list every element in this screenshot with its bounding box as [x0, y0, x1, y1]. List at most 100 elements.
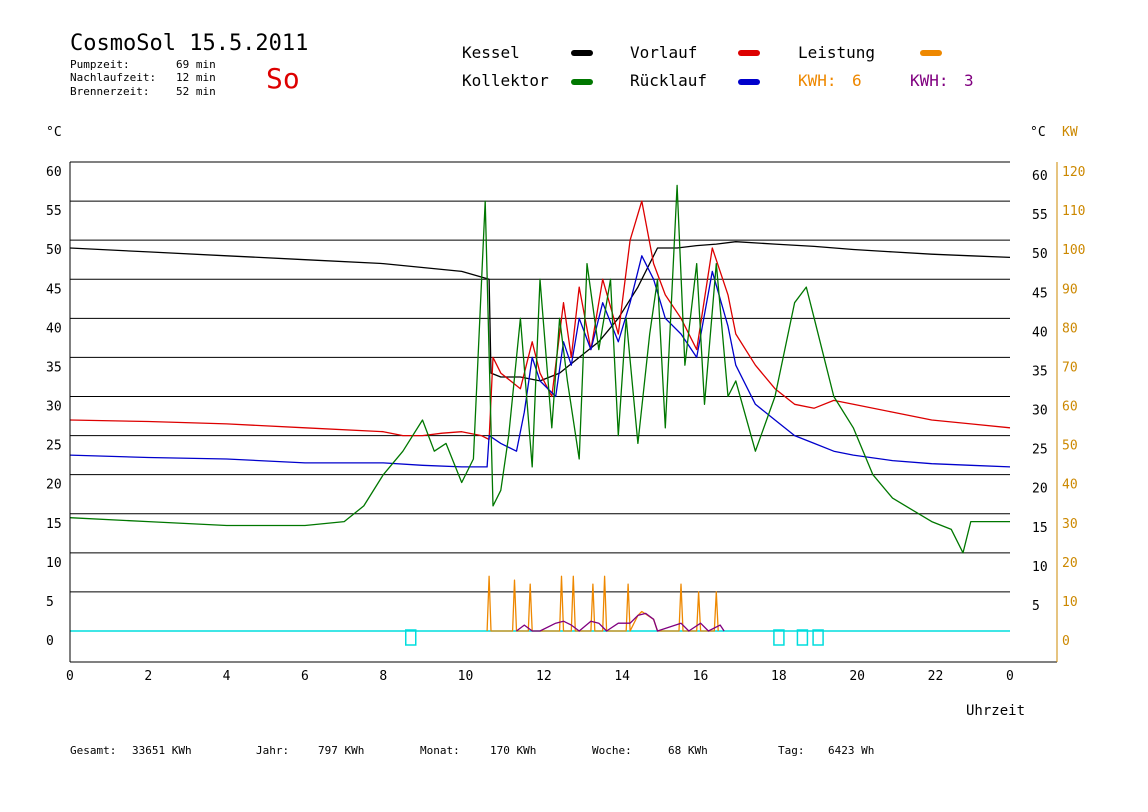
y-right-tick-label: 25: [1032, 443, 1048, 458]
kw-tick-label: 0: [1062, 634, 1070, 649]
series-kwh-line: [516, 612, 725, 632]
series-leistung-line: [486, 575, 719, 632]
footer-month-label: Monat:: [420, 744, 460, 757]
legend-kollektor-label: Kollektor: [462, 71, 549, 90]
footer-month-value: 170 KWh: [490, 744, 536, 757]
y-left-tick-label: 60: [46, 165, 62, 180]
y-left-tick-label: 10: [46, 556, 62, 571]
footer-week-label: Woche:: [592, 744, 632, 757]
footer-year-label: Jahr:: [256, 744, 289, 757]
footer-week-value: 68 KWh: [668, 744, 708, 757]
tick-layer: 0510152025303540455055605101520253035404…: [46, 165, 1085, 684]
y-left-tick-label: 5: [46, 595, 54, 610]
burner-time-value: 52 min: [176, 85, 216, 98]
kw-tick-label: 30: [1062, 517, 1078, 532]
y-left-tick-label: 35: [46, 360, 62, 375]
follow-time-value: 12 min: [176, 71, 216, 84]
x-tick-label: 2: [144, 669, 152, 684]
x-axis-label: Uhrzeit: [966, 703, 1025, 719]
x-tick-label: 18: [771, 669, 787, 684]
pump-marker: [773, 629, 785, 646]
x-tick-label: 22: [928, 669, 944, 684]
series-vorlauf-line: [69, 200, 1011, 441]
y-right-tick-label: 60: [1032, 169, 1048, 184]
x-tick-label: 10: [458, 669, 474, 684]
x-tick-label: 8: [379, 669, 387, 684]
legend-leistung-label: Leistung: [798, 43, 875, 62]
y-right-tick-label: 45: [1032, 286, 1048, 301]
legend-kwh1-label: KWH:: [798, 71, 837, 90]
series-kessel-line: [69, 241, 1011, 382]
y-right-tick-label: 35: [1032, 364, 1048, 379]
y-right-tick-label: 15: [1032, 521, 1048, 536]
kw-tick-label: 100: [1062, 243, 1085, 258]
kw-tick-label: 50: [1062, 439, 1078, 454]
legend-kwh2-value: 3: [964, 71, 974, 90]
pump-marker: [812, 629, 824, 646]
y-right-tick-label: 10: [1032, 560, 1048, 575]
kw-tick-label: 40: [1062, 478, 1078, 493]
kw-tick-label: 20: [1062, 556, 1078, 571]
legend-ruecklauf-label: Rücklauf: [630, 71, 707, 90]
legend-vorlauf-label: Vorlauf: [630, 43, 697, 62]
footer-day-value: 6423 Wh: [828, 744, 874, 757]
kw-tick-label: 70: [1062, 360, 1078, 375]
burner-time-label: Brennerzeit:: [70, 85, 149, 98]
legend-kessel-label: Kessel: [462, 43, 520, 62]
x-tick-label: 12: [536, 669, 552, 684]
legend-ruecklauf-swatch: [738, 79, 760, 85]
footer-day-label: Tag:: [778, 744, 805, 757]
y-right-tick-label: 40: [1032, 325, 1048, 340]
pump-time-value: 69 min: [176, 58, 216, 71]
y-left-tick-label: 25: [46, 439, 62, 454]
series-layer: [69, 184, 1011, 646]
pump-marker: [796, 629, 809, 646]
y-left-tick-label: 20: [46, 478, 62, 493]
y-right-tick-label: 55: [1032, 208, 1048, 223]
y-right-tick-label: 30: [1032, 404, 1048, 419]
x-tick-label: 0: [1006, 669, 1014, 684]
right-axis-unit: °C: [1030, 125, 1046, 140]
legend-vorlauf-swatch: [738, 50, 760, 56]
chart-title: CosmoSol 15.5.2011: [70, 31, 308, 56]
kw-tick-label: 110: [1062, 204, 1085, 219]
kw-tick-label: 120: [1062, 165, 1085, 180]
y-left-tick-label: 15: [46, 517, 62, 532]
x-tick-label: 0: [66, 669, 74, 684]
legend-kwh1-value: 6: [852, 71, 862, 90]
x-tick-label: 14: [614, 669, 630, 684]
pump-time-label: Pumpzeit:: [70, 58, 130, 71]
y-left-tick-label: 30: [46, 400, 62, 415]
weekday-label: So: [266, 62, 300, 95]
y-left-tick-label: 40: [46, 321, 62, 336]
left-axis-unit: °C: [46, 125, 62, 140]
grid-layer: [70, 161, 1010, 593]
y-left-tick-label: 50: [46, 243, 62, 258]
footer-total-label: Gesamt:: [70, 744, 116, 757]
y-right-tick-label: 5: [1032, 599, 1040, 614]
legend-kessel-swatch: [571, 50, 593, 56]
legend-kollektor-swatch: [571, 79, 593, 85]
kw-tick-label: 60: [1062, 400, 1078, 415]
pump-marker: [405, 629, 417, 646]
y-left-tick-label: 45: [46, 282, 62, 297]
kw-tick-label: 80: [1062, 321, 1078, 336]
follow-time-label: Nachlaufzeit:: [70, 71, 156, 84]
y-left-tick-label: 55: [46, 204, 62, 219]
kw-tick-label: 10: [1062, 595, 1078, 610]
legend-leistung-swatch: [920, 50, 942, 56]
legend-kwh2-label: KWH:: [910, 71, 949, 90]
y-left-tick-label: 0: [46, 634, 54, 649]
x-tick-label: 20: [849, 669, 865, 684]
kw-axis-unit: KW: [1062, 125, 1078, 140]
series-ruecklauf-line: [69, 255, 1011, 468]
footer-total-value: 33651 KWh: [132, 744, 192, 757]
footer-year-value: 797 KWh: [318, 744, 364, 757]
kw-tick-label: 90: [1062, 282, 1078, 297]
y-right-tick-label: 20: [1032, 482, 1048, 497]
series-kollektor-line: [69, 184, 1010, 554]
x-tick-label: 6: [301, 669, 309, 684]
x-tick-label: 16: [693, 669, 709, 684]
y-right-tick-label: 50: [1032, 247, 1048, 262]
